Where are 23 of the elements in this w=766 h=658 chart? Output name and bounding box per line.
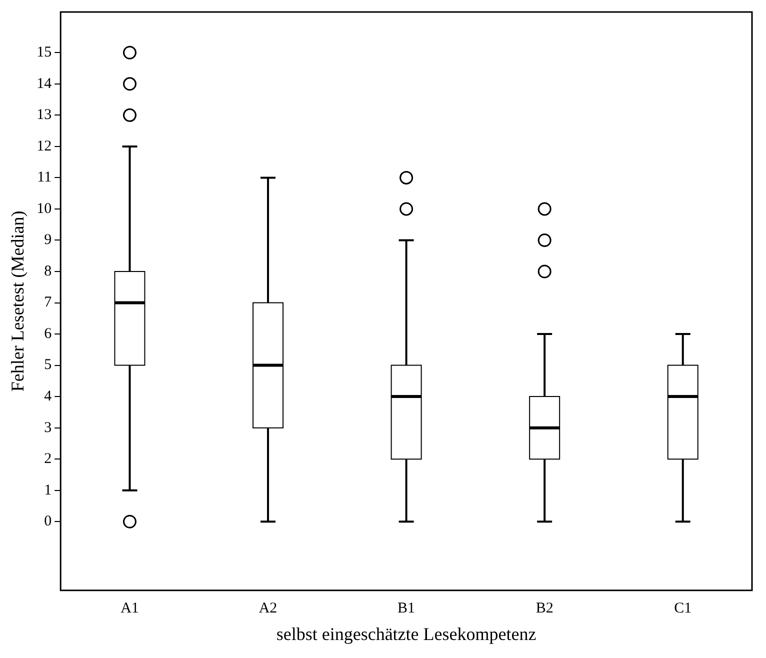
y-tick-label: 15 bbox=[36, 44, 52, 61]
y-tick-label: 10 bbox=[36, 200, 52, 217]
y-tick-label: 13 bbox=[36, 107, 52, 124]
x-tick-label: A1 bbox=[120, 600, 139, 616]
x-tick-label: A2 bbox=[258, 600, 278, 616]
y-tick-label: 6 bbox=[44, 326, 52, 342]
y-tick-label: 8 bbox=[44, 263, 52, 280]
y-tick-label: 4 bbox=[44, 388, 52, 404]
y-tick-label: 1 bbox=[44, 482, 52, 498]
x-tick-label: C1 bbox=[674, 600, 692, 616]
y-tick-label: 9 bbox=[44, 232, 52, 248]
y-axis-title: Fehler Lesetest (Median) bbox=[8, 210, 28, 392]
y-tick-label: 5 bbox=[44, 357, 52, 374]
y-tick-label: 14 bbox=[36, 76, 52, 92]
y-tick-label: 7 bbox=[44, 294, 52, 311]
x-tick-label: B1 bbox=[398, 600, 416, 616]
y-tick-label: 12 bbox=[36, 138, 52, 154]
y-tick-label: 11 bbox=[37, 170, 52, 186]
y-tick-label: 0 bbox=[44, 514, 52, 530]
y-tick-label: 3 bbox=[44, 420, 52, 436]
x-axis-title: selbst eingeschätzte Lesekompetenz bbox=[276, 624, 536, 644]
y-tick-label: 2 bbox=[44, 451, 52, 468]
x-tick-label: B2 bbox=[536, 600, 554, 616]
